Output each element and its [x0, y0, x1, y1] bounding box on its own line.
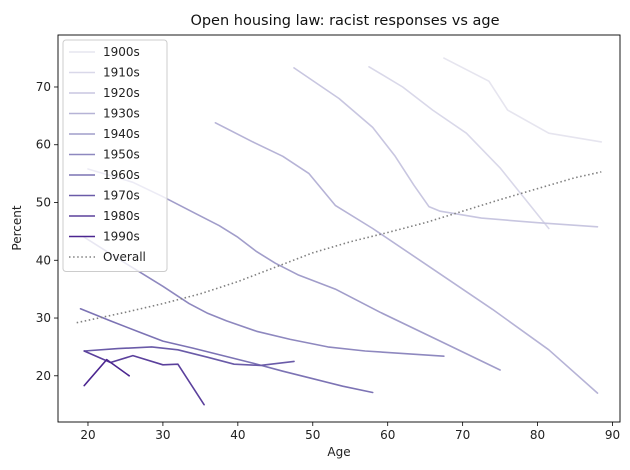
x-axis: 20 30 40 50 60 70 80 90 — [80, 422, 620, 442]
legend: 1900s 1910s 1920s 1930s 1940s 1950s 1960s 1970s… — [62, 39, 168, 272]
x-tick-label: 30 — [155, 428, 170, 442]
plot-frame — [57, 34, 621, 423]
series-line-1930s — [214, 122, 599, 394]
y-axis: 20 30 40 50 60 70 — [36, 80, 58, 383]
legend-box — [62, 39, 168, 272]
series-line-1960s — [79, 307, 374, 394]
series-line-overall — [76, 171, 602, 324]
legend-label-overall: Overall — [103, 250, 146, 264]
x-tick-label: 60 — [380, 428, 395, 442]
x-axis-label: Age — [327, 445, 350, 459]
x-tick-label: 50 — [305, 428, 320, 442]
legend-label-1990s: 1990s — [103, 230, 140, 244]
legend-label-1930s: 1930s — [103, 107, 140, 121]
series-line-1950s — [83, 236, 445, 358]
series-line-1910s — [368, 66, 550, 230]
chart-title: Open housing law: racist responses vs ag… — [190, 13, 499, 29]
y-tick-label: 60 — [36, 138, 51, 152]
series-line-1900s — [443, 57, 603, 143]
legend-label-1960s: 1960s — [103, 168, 140, 182]
legend-label-1940s: 1940s — [103, 127, 140, 141]
y-tick-label: 30 — [36, 311, 51, 325]
y-tick-label: 70 — [36, 80, 51, 94]
y-tick-label: 20 — [36, 369, 51, 383]
x-tick-label: 80 — [530, 428, 545, 442]
x-tick-label: 40 — [230, 428, 245, 442]
series-line-1920s — [293, 67, 599, 228]
y-axis-label: Percent — [10, 205, 24, 250]
legend-label-1920s: 1920s — [103, 86, 140, 100]
legend-label-1900s: 1900s — [103, 45, 140, 59]
legend-label-1950s: 1950s — [103, 148, 140, 162]
x-tick-label: 70 — [455, 428, 470, 442]
x-tick-label: 20 — [80, 428, 95, 442]
series-line-1970s — [83, 346, 295, 367]
legend-label-1980s: 1980s — [103, 209, 140, 223]
x-tick-label: 90 — [605, 428, 620, 442]
plot-lines — [76, 57, 603, 406]
y-tick-label: 40 — [36, 253, 51, 267]
y-tick-label: 50 — [36, 196, 51, 210]
legend-label-1970s: 1970s — [103, 189, 140, 203]
legend-label-1910s: 1910s — [103, 66, 140, 80]
series-line-1990s — [83, 358, 130, 387]
